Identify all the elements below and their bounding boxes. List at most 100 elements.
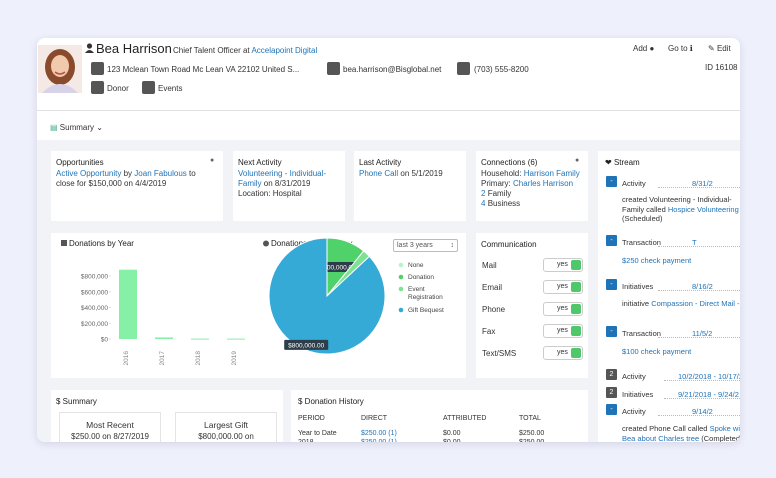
toggle[interactable]: yes: [543, 324, 583, 338]
panel-title: ❤ Stream: [605, 158, 640, 167]
primary-link[interactable]: Charles Harrison: [513, 179, 574, 188]
donations-panel: Donations by Year $0 $200,000 $400,000 $600,…: [51, 233, 466, 378]
toggle[interactable]: yes: [543, 280, 583, 294]
phone[interactable]: (703) 555-8200: [474, 65, 529, 74]
legend-dot: [398, 286, 404, 292]
stream-rule: [658, 337, 740, 338]
at-text: at: [242, 46, 250, 55]
communication-panel: Communication Mail yes Email yes Phone yes Fax…: [476, 233, 588, 378]
summary-tab[interactable]: ▤ Summary ⌄: [50, 123, 103, 132]
box-label: Largest Gift: [204, 420, 248, 430]
stream-badge[interactable]: 2: [606, 387, 617, 398]
panel-title: Opportunities: [56, 158, 104, 167]
toggle-check: [571, 326, 581, 336]
stream-badge[interactable]: -: [606, 326, 617, 337]
stream-rule: [658, 187, 740, 188]
body-text: (Completed): [701, 433, 743, 443]
stream-badge[interactable]: -: [606, 235, 617, 246]
stream-date[interactable]: 11/5/2: [692, 329, 713, 338]
last-activity-link[interactable]: Phone Call: [359, 169, 399, 178]
next-activity-date: on 8/31/2019: [263, 179, 311, 188]
goto-button[interactable]: Go to ℹ: [668, 44, 693, 53]
location: Location: Hospital: [238, 189, 302, 198]
divider: [37, 110, 740, 111]
job-title-text: Chief Talent Officer: [173, 46, 241, 55]
body-link[interactable]: Hospice Volunteering: [667, 204, 739, 214]
email[interactable]: bea.harrison@Bisglobal.net: [343, 65, 442, 74]
chart-icon: [263, 240, 269, 247]
stream-badge[interactable]: -: [606, 279, 617, 290]
bar: [155, 337, 173, 339]
job-title: Chief Talent Officer at Accelapoint Digi…: [173, 46, 317, 55]
record-id: ID 16108: [705, 63, 738, 72]
body-text: initiative: [622, 299, 650, 308]
add-button[interactable]: Add ●: [633, 44, 655, 53]
x-tick-label: 2018: [195, 351, 202, 366]
stream-date[interactable]: 9/21/2018 - 9/24/2: [678, 390, 739, 399]
stream-rule: [664, 380, 740, 381]
stream-kind: Transaction: [622, 238, 661, 247]
box-label: Most Recent: [86, 420, 134, 430]
chart-title: Donations by Year: [69, 239, 134, 248]
y-tick-label: $400,000: [81, 305, 108, 312]
household-link[interactable]: Harrison Family: [523, 169, 580, 178]
next-activity-text: Volunteering - Individual-Family on 8/31…: [238, 169, 338, 199]
toggle-label: yes: [557, 261, 568, 268]
toggle[interactable]: yes: [543, 302, 583, 316]
person-icon: [85, 43, 94, 53]
opportunities-panel: Opportunities ● Active Opportunity by Jo…: [51, 151, 223, 221]
body-link[interactable]: Compassion - Direct Mail -: [651, 299, 740, 308]
stream-date[interactable]: 9/14/2: [692, 407, 713, 416]
stream-kind: Initiatives: [622, 282, 654, 291]
by-text: by: [123, 169, 133, 178]
business-count[interactable]: 4: [481, 199, 486, 208]
next-activity-link[interactable]: Volunteering - Individual-Family: [238, 169, 327, 188]
body-link[interactable]: $250 check payment: [622, 256, 692, 265]
y-tick-label: $600,000: [81, 289, 108, 296]
history-cell[interactable]: $250.00 (1): [361, 430, 397, 437]
panel-title: Next Activity: [238, 158, 282, 167]
edit-button[interactable]: ✎ Edit: [708, 44, 731, 53]
stream-kind: Activity: [622, 407, 646, 416]
add-icon[interactable]: ●: [575, 157, 580, 164]
stream-date[interactable]: 8/16/2: [692, 282, 713, 291]
avatar: [38, 45, 82, 93]
tag-events: Events: [158, 84, 183, 93]
stream-kind: Initiatives: [622, 390, 654, 399]
add-label: Add: [633, 44, 648, 53]
add-icon[interactable]: ●: [210, 157, 215, 164]
column-header: DIRECT: [361, 415, 388, 422]
donation-history-panel: $ Donation History PERIOD DIRECT ATTRIBUTE…: [291, 390, 588, 446]
toggle-check: [571, 282, 581, 292]
period-select[interactable]: last 3 years ↕: [393, 239, 458, 252]
stream-badge[interactable]: -: [606, 176, 617, 187]
opportunity-link[interactable]: Active Opportunity: [56, 169, 122, 178]
stream-date[interactable]: 8/31/2: [692, 179, 713, 188]
history-cell[interactable]: $250.00 (1): [361, 439, 397, 446]
family-count[interactable]: 2: [481, 189, 486, 198]
body-link[interactable]: Spoke with Bea about Charles tree: [622, 424, 747, 443]
history-cell: $0.00: [443, 439, 461, 446]
body-text: created Phone Call called: [622, 424, 708, 433]
stream-badge[interactable]: 2: [606, 369, 617, 380]
value-label-bg: [284, 339, 329, 350]
phone-icon: [457, 62, 470, 75]
owner-link[interactable]: Joan Fabulous: [134, 169, 187, 178]
most-recent-box: Most Recent $250.00 on 8/27/2019: [59, 412, 161, 442]
x-tick-label: 2017: [159, 351, 166, 366]
stream-date[interactable]: 10/2/2018 - 10/17/2: [678, 372, 744, 381]
chart-icon: [61, 240, 67, 246]
toggle[interactable]: yes: [543, 258, 583, 272]
business-label: Business: [487, 199, 521, 208]
connections-panel: Connections (6) ● Household: Harrison Fa…: [476, 151, 588, 221]
channel-label: Email: [482, 283, 503, 292]
stream-badge[interactable]: -: [606, 404, 617, 415]
stream-date[interactable]: T: [692, 238, 697, 247]
toggle[interactable]: yes: [543, 346, 583, 360]
body-link[interactable]: $100 check payment: [622, 347, 692, 356]
donation-charts: Donations by Year $0 $200,000 $400,000 $600,…: [61, 237, 444, 366]
stream-title: Stream: [613, 158, 640, 167]
company-link[interactable]: Accelapoint Digital: [251, 46, 318, 55]
panel-title: Connections (6): [481, 158, 538, 167]
